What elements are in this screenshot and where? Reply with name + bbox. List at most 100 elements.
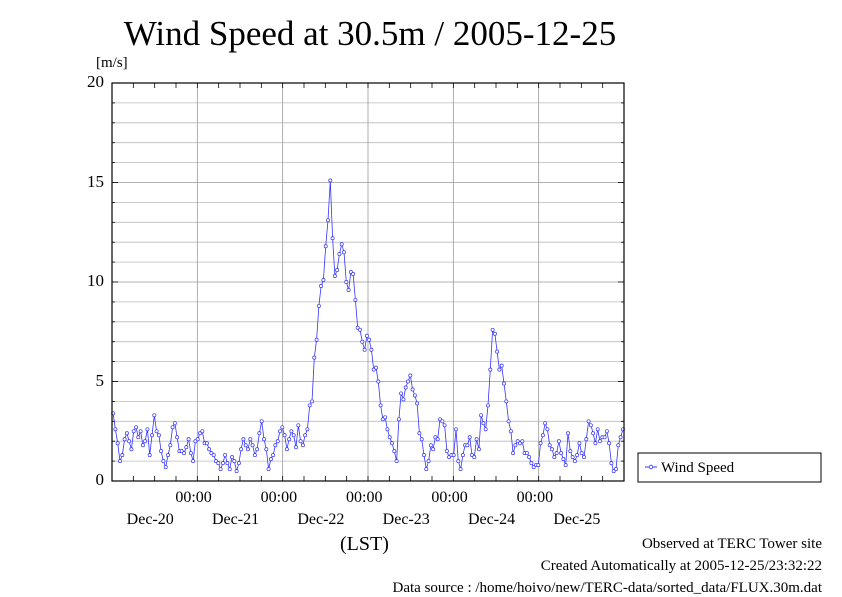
data-point — [394, 459, 399, 464]
data-point — [465, 443, 470, 448]
x-date-label: Dec-20 — [126, 511, 174, 528]
data-point — [250, 443, 255, 448]
data-point — [150, 433, 154, 438]
data-point — [419, 437, 424, 442]
data-point — [358, 327, 362, 332]
data-point — [113, 427, 118, 432]
data-point — [586, 419, 591, 424]
data-point — [406, 379, 410, 384]
data-point — [120, 453, 125, 458]
data-point — [486, 403, 490, 408]
data-point — [502, 381, 506, 386]
data-point — [330, 236, 335, 241]
data-point — [390, 441, 394, 446]
data-point — [280, 425, 285, 430]
data-point — [529, 461, 534, 466]
x-time-label: 00:00 — [346, 489, 383, 506]
data-point — [143, 439, 148, 444]
data-point — [255, 447, 260, 452]
data-point — [129, 447, 134, 452]
data-point — [545, 427, 550, 432]
data-point — [369, 347, 374, 352]
data-point — [159, 449, 164, 454]
data-point — [483, 427, 488, 432]
data-point — [504, 399, 509, 404]
data-point — [319, 284, 324, 288]
data-point — [353, 297, 358, 302]
data-point — [118, 459, 122, 464]
data-point — [511, 451, 516, 456]
data-point — [506, 419, 511, 424]
data-point — [296, 423, 301, 428]
data-point — [538, 441, 543, 446]
data-point — [278, 429, 282, 434]
data-point — [602, 435, 607, 440]
data-point — [170, 425, 175, 430]
data-point — [584, 437, 589, 442]
data-point — [291, 433, 296, 438]
data-point — [163, 465, 168, 470]
data-point — [211, 453, 216, 458]
data-point — [609, 461, 614, 466]
data-point — [166, 453, 170, 458]
data-point — [374, 365, 378, 370]
data-point — [481, 421, 486, 426]
data-point — [152, 413, 157, 418]
data-point — [424, 467, 429, 472]
minor-ticks — [112, 82, 624, 482]
data-point — [234, 469, 239, 474]
data-point — [497, 367, 502, 372]
footer-created: Created Automatically at 2005-12-25/23:3… — [540, 558, 822, 574]
data-point — [184, 445, 189, 450]
data-point — [428, 443, 433, 448]
data-point — [168, 443, 173, 448]
x-time-label: 00:00 — [431, 489, 468, 506]
data-point — [300, 443, 305, 448]
data-point — [579, 451, 584, 456]
data-point — [175, 435, 180, 440]
data-point — [559, 451, 564, 456]
data-point — [524, 451, 529, 456]
data-point — [376, 379, 381, 384]
chart-title: Wind Speed at 30.5m / 2005-12-25 — [123, 14, 617, 53]
data-point — [598, 439, 602, 444]
data-point — [536, 463, 541, 468]
data-point — [122, 437, 127, 442]
data-point — [131, 429, 136, 434]
data-point — [136, 435, 141, 440]
data-point — [595, 427, 600, 432]
data-point — [252, 453, 257, 458]
data-point — [568, 449, 573, 454]
y-tick-label: 0 — [95, 470, 105, 489]
data-point — [204, 441, 209, 446]
data-point — [218, 467, 223, 472]
data-point — [305, 427, 310, 432]
data-point — [488, 367, 493, 372]
data-point — [147, 453, 152, 458]
data-point — [474, 437, 479, 442]
data-point — [385, 427, 390, 432]
data-point — [540, 433, 545, 438]
data-point — [570, 455, 575, 460]
data-point — [316, 303, 321, 308]
data-point — [616, 443, 621, 448]
data-point — [552, 455, 557, 460]
data-point — [399, 391, 404, 396]
data-point — [582, 455, 586, 460]
x-date-label: Dec-21 — [212, 511, 260, 528]
data-point — [223, 453, 228, 458]
data-point — [312, 355, 317, 360]
data-point — [335, 268, 340, 273]
data-point — [508, 429, 513, 434]
data-point — [220, 461, 225, 466]
data-point — [422, 453, 426, 458]
data-point — [273, 443, 278, 448]
data-point — [387, 435, 392, 440]
legend-box — [637, 452, 822, 483]
data-point — [378, 403, 383, 408]
data-point — [241, 437, 246, 442]
data-point — [195, 437, 200, 442]
data-point — [323, 244, 328, 249]
data-point — [351, 272, 356, 276]
data-point — [182, 451, 186, 456]
